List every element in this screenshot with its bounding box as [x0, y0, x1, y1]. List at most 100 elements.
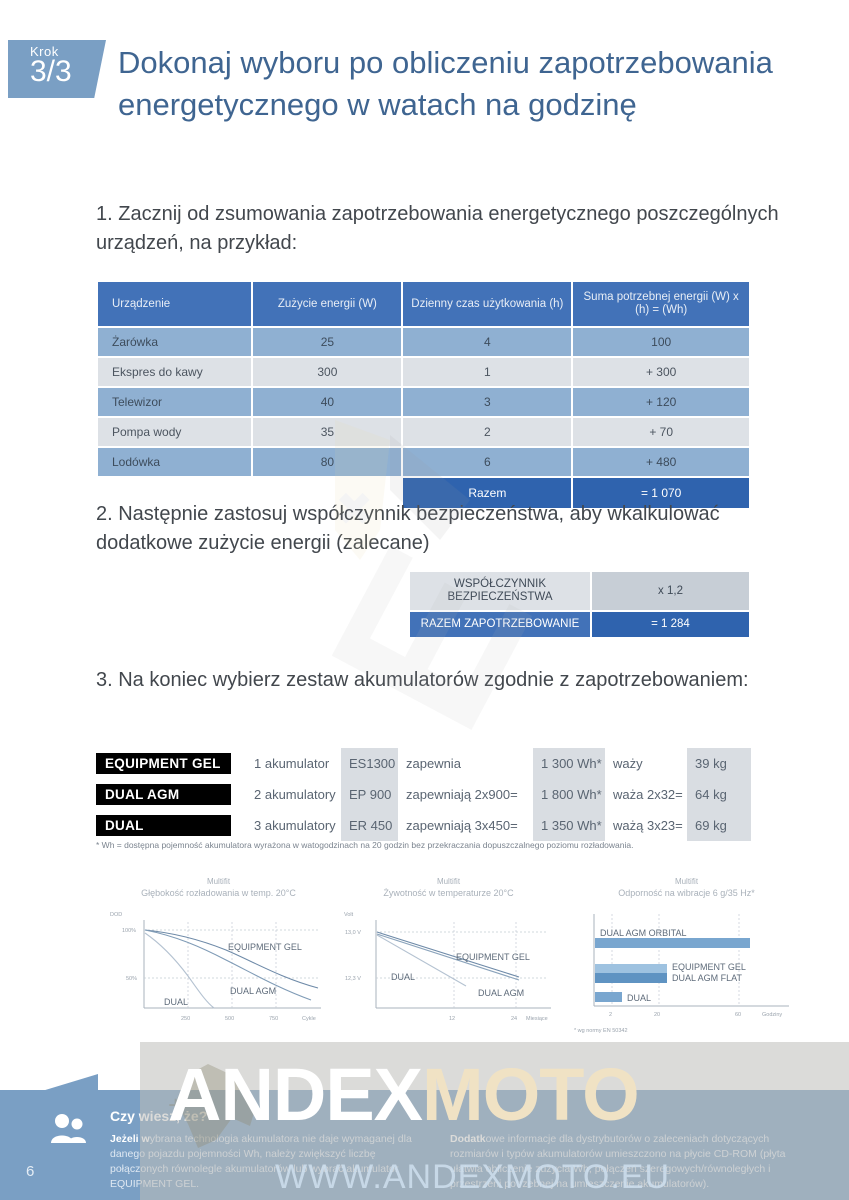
- chart-3-bar-dual-agm-orbital: [595, 938, 750, 948]
- footer-dist-rest: owe informacje dla dystrybutorów o zalec…: [450, 1133, 786, 1190]
- cell-sum-label: Razem: [403, 478, 572, 508]
- footer-know-body: Jeżeli wybrana technologia akumulatora n…: [110, 1132, 420, 1192]
- chart-3-label-dual-agm-flat: DUAL AGM FLAT: [672, 973, 743, 983]
- product-tag-badge: EQUIPMENT GEL: [96, 753, 231, 774]
- chart-2-xtick-24: 24: [511, 1016, 517, 1022]
- chart-2-legend-dual: DUAL: [391, 972, 415, 982]
- step-badge-number: 3/3: [30, 55, 72, 88]
- cell-device: Lodówka: [98, 448, 252, 476]
- page-title: Dokonaj wyboru po obliczeniu zapotrzebow…: [118, 45, 773, 122]
- chart-2-title: Multifit: [436, 877, 461, 886]
- chart-depth-of-discharge: Multifit Głębokość rozładowania w temp. …: [106, 876, 331, 1041]
- capacity-footnote: * Wh = dostępna pojemność akumulatora wy…: [96, 840, 634, 850]
- people-icon: [51, 1114, 86, 1143]
- cell-device: Pompa wody: [98, 418, 252, 446]
- cell-verb: zapewniają 3x450=: [406, 818, 518, 833]
- table-header-row: Urządzenie Zużycie energii (W) Dzienny c…: [98, 282, 749, 326]
- cell-model: EP 900: [341, 779, 398, 810]
- chart-3-bar-equipment-gel: [595, 964, 667, 973]
- cell-verb: zapewnia: [406, 756, 461, 771]
- chart-2-ytick-123: 12,3 V: [345, 976, 361, 982]
- chart-2-xlabel: Miesiące: [526, 1016, 548, 1022]
- cell-watts: 300: [253, 358, 402, 386]
- chart-2-series-dual-agm: [376, 933, 520, 981]
- step-badge: Krok 3/3: [8, 40, 106, 98]
- chart-2-ytick-13: 13,0 V: [345, 930, 361, 936]
- chart-3-bar-dual: [595, 992, 622, 1002]
- cell-watts: 40: [253, 388, 402, 416]
- chart-1-legend-equipment-gel: EQUIPMENT GEL: [228, 942, 302, 952]
- footer-band: Czy wiesz, że? Jeżeli wybrana technologi…: [0, 1074, 849, 1200]
- chart-3-xtick-2: 2: [609, 1012, 612, 1018]
- table-row: Telewizor 40 3 + 120: [98, 388, 749, 416]
- chart-3-label-dual-agm-orbital: DUAL AGM ORBITAL: [600, 928, 687, 938]
- charts-row: Multifit Głębokość rozładowania w temp. …: [96, 876, 796, 1041]
- cell-hours: 2: [403, 418, 572, 446]
- chart-1-title: Multifit: [206, 877, 231, 886]
- chart-1-ytick-50: 50%: [126, 976, 137, 982]
- chart-1-xlabel: Cykle: [302, 1016, 316, 1022]
- footer-know-title: Czy wiesz, że?: [110, 1108, 208, 1124]
- cell-watts: 80: [253, 448, 402, 476]
- safety-factor-table: WSPÓŁCZYNNIK BEZPIECZEŃSTWA x 1,2 RAZEM …: [408, 570, 751, 639]
- chart-2-series-equipment-gel: [376, 931, 520, 978]
- chart-1-ylabel: DOD: [110, 912, 122, 918]
- chart-lifetime: Multifit Żywotność w temperaturze 20°C V…: [336, 876, 561, 1041]
- chart-3-title: Multifit: [674, 877, 699, 886]
- consumption-table: Urządzenie Zużycie energii (W) Dzienny c…: [96, 280, 751, 510]
- cell-watts: 25: [253, 328, 402, 356]
- battery-sets-table: EQUIPMENT GEL 1 akumulator ES1300 zapewn…: [96, 748, 751, 841]
- chart-standard-note: * wg normy EN 50342: [574, 1028, 628, 1034]
- section-2-text: 2. Następnie zastosuj współczynnik bezpi…: [96, 503, 720, 554]
- table-row: WSPÓŁCZYNNIK BEZPIECZEŃSTWA x 1,2: [410, 572, 749, 610]
- chart-2-series-dual: [376, 934, 467, 987]
- table-row: Pompa wody 35 2 + 70: [98, 418, 749, 446]
- footer-know-lead: Jeżeli w: [110, 1133, 150, 1145]
- cell-coefficient-value: x 1,2: [592, 572, 749, 610]
- chart-vibration-resistance: Multifit Odporność na wibracje 6 g/35 Hz…: [574, 876, 799, 1041]
- chart-3-xtick-60: 60: [735, 1012, 741, 1018]
- product-tag-badge: DUAL: [96, 815, 231, 836]
- cell-total: + 120: [573, 388, 749, 416]
- cell-device: Żarówka: [98, 328, 252, 356]
- cell-weight-verb: ważą 3x23=: [613, 818, 683, 833]
- chart-3-label-dual: DUAL: [627, 993, 651, 1003]
- cell-quantity: 3 akumulatory: [254, 818, 336, 833]
- cell-sum-value: = 1 070: [573, 478, 749, 508]
- chart-1-legend-dual-agm: DUAL AGM: [230, 986, 276, 996]
- cell-product-tag: DUAL: [96, 810, 246, 841]
- cell-total: 100: [573, 328, 749, 356]
- cell-model: ES1300: [341, 748, 398, 779]
- footer-distributor-body: Dodatkowe informacje dla dystrybutorów o…: [450, 1132, 820, 1192]
- cell-weight: 64 kg: [687, 779, 751, 810]
- footer-know-rest: ybrana technologia akumulatora nie daje …: [110, 1133, 412, 1190]
- footer-notch: [42, 1074, 98, 1091]
- cell-hours: 1: [403, 358, 572, 386]
- cell-hours: 4: [403, 328, 572, 356]
- cell-coefficient-label: WSPÓŁCZYNNIK BEZPIECZEŃSTWA: [410, 572, 590, 610]
- section-3-text: 3. Na koniec wybierz zestaw akumulatorów…: [96, 669, 749, 691]
- table-row: Żarówka 25 4 100: [98, 328, 749, 356]
- cell-device: Ekspres do kawy: [98, 358, 252, 386]
- col-header-device: Urządzenie: [98, 282, 252, 326]
- cell-model: ER 450: [341, 810, 398, 841]
- col-header-hours: Dzienny czas użytkowania (h): [403, 282, 572, 326]
- cell-product-tag: EQUIPMENT GEL: [96, 748, 246, 779]
- chart-1-subtitle: Głębokość rozładowania w temp. 20°C: [141, 888, 296, 898]
- col-header-total: Suma potrzebnej energii (W) x (h) = (Wh): [573, 282, 749, 326]
- table-row: DUAL 3 akumulatory ER 450 zapewniają 3x4…: [96, 810, 751, 841]
- table-row: Ekspres do kawy 300 1 + 300: [98, 358, 749, 386]
- cell-weight-verb: waży: [613, 756, 643, 771]
- cell-device: Telewizor: [98, 388, 252, 416]
- chart-3-bar-dual-agm-flat: [595, 973, 667, 983]
- chart-2-ylabel: Volt: [344, 912, 354, 918]
- cell-total: + 70: [573, 418, 749, 446]
- cell-product-tag: DUAL AGM: [96, 779, 246, 810]
- chart-1-ytick-100: 100%: [122, 928, 136, 934]
- chart-2-legend-dual-agm: DUAL AGM: [478, 988, 524, 998]
- section-1-text: 1. Zacznij od zsumowania zapotrzebowania…: [96, 203, 779, 254]
- chart-2-legend-equipment-gel: EQUIPMENT GEL: [456, 952, 530, 962]
- chart-1-legend-dual: DUAL: [164, 997, 188, 1007]
- cell-total-value: = 1 284: [592, 612, 749, 637]
- cell-total-label: RAZEM ZAPOTRZEBOWANIE: [410, 612, 590, 637]
